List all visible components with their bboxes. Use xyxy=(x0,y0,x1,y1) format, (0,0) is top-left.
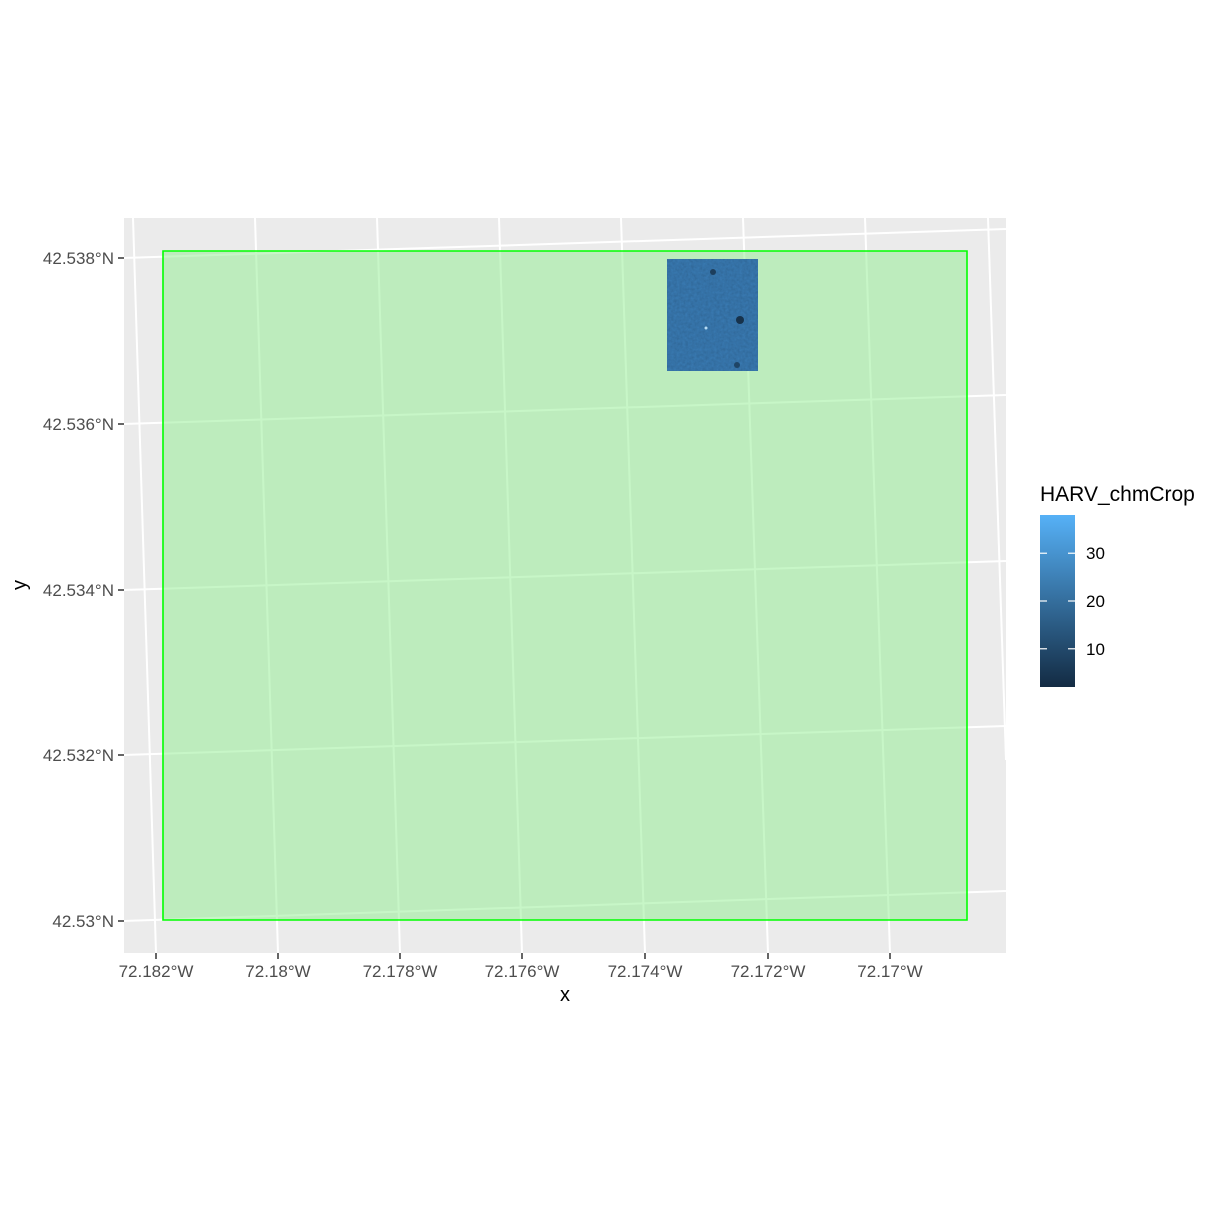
raster-dark-spot xyxy=(736,316,744,324)
legend-ticks: 30 20 10 xyxy=(1040,544,1105,659)
y-tick-label: 42.53°N xyxy=(52,912,114,931)
legend: HARV_chmCrop 30 20 10 xyxy=(1040,483,1195,687)
x-tick-label: 72.18°W xyxy=(245,962,310,981)
raster-dark-spot xyxy=(710,269,716,275)
x-tick-label: 72.176°W xyxy=(485,962,560,981)
y-tick-label: 42.532°N xyxy=(43,746,114,765)
x-axis: 72.182°W 72.18°W 72.178°W 72.176°W 72.174°W 7… xyxy=(119,953,923,981)
y-tick-label: 42.538°N xyxy=(43,249,114,268)
legend-tick-label: 10 xyxy=(1086,640,1105,659)
x-tick-label: 72.178°W xyxy=(363,962,438,981)
raster-dark-spot xyxy=(734,362,740,368)
x-axis-title: x xyxy=(560,984,570,1006)
y-axis: 42.538°N 42.536°N 42.534°N 42.532°N 42.53°N xyxy=(43,249,124,931)
x-tick-label: 72.182°W xyxy=(119,962,194,981)
graticule-line xyxy=(987,218,1006,761)
y-tick-label: 42.534°N xyxy=(43,581,114,600)
legend-title: HARV_chmCrop xyxy=(1040,483,1195,506)
x-tick-label: 72.174°W xyxy=(608,962,683,981)
raster-light-spot xyxy=(704,326,708,330)
y-axis-title: y xyxy=(9,580,31,590)
raster-image xyxy=(667,259,758,371)
x-tick-label: 72.17°W xyxy=(857,962,922,981)
graticule-line xyxy=(132,218,157,953)
canopy-raster xyxy=(667,259,758,371)
legend-tick-label: 20 xyxy=(1086,592,1105,611)
legend-tick-label: 30 xyxy=(1086,544,1105,563)
x-tick-label: 72.172°W xyxy=(731,962,806,981)
y-tick-label: 42.536°N xyxy=(43,415,114,434)
crop-extent-polygon xyxy=(162,250,968,921)
